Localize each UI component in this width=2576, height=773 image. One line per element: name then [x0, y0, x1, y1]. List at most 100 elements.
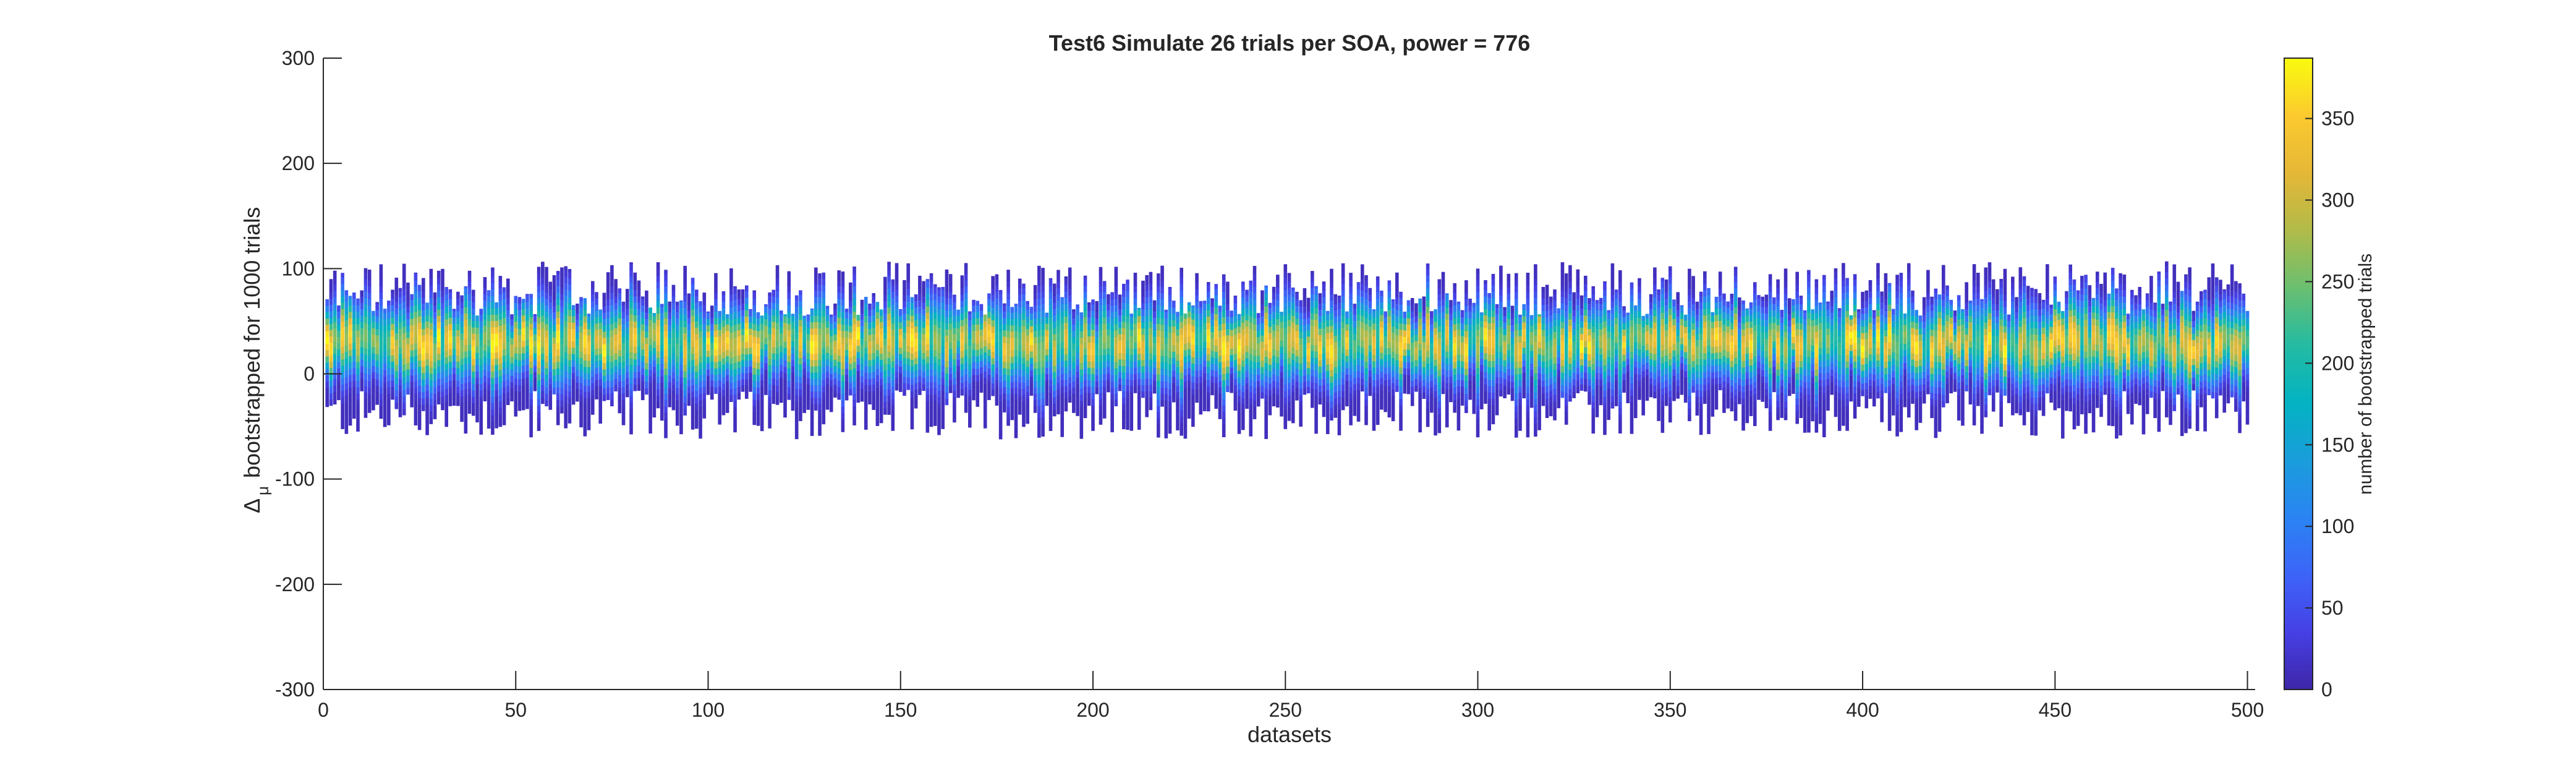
heatmap-cell — [695, 416, 699, 423]
heatmap-cell — [844, 387, 849, 395]
heatmap-cell — [1149, 277, 1153, 284]
heatmap-cell — [329, 279, 333, 286]
heatmap-cell — [960, 325, 964, 333]
heatmap-cell — [702, 374, 707, 381]
heatmap-cell — [1260, 391, 1264, 399]
heatmap-cell — [794, 388, 799, 395]
heatmap-cell — [567, 278, 572, 285]
heatmap-cell — [398, 315, 402, 323]
heatmap-cell — [1168, 408, 1172, 415]
heatmap-cell — [752, 298, 757, 305]
heatmap-cell — [1107, 354, 1110, 361]
heatmap-cell — [687, 304, 691, 312]
heatmap-cell — [1018, 319, 1022, 327]
heatmap-cell — [710, 393, 714, 400]
heatmap-cell — [883, 332, 887, 340]
heatmap-cell — [718, 374, 721, 381]
heatmap-cell — [737, 386, 741, 393]
heatmap-cell — [875, 343, 880, 351]
heatmap-cell — [1107, 310, 1110, 317]
heatmap-cell — [610, 343, 614, 350]
heatmap-cell — [710, 355, 714, 362]
heatmap-cell — [402, 402, 406, 409]
heatmap-cell — [537, 405, 541, 412]
heatmap-cell — [629, 333, 633, 340]
heatmap-cell — [583, 398, 587, 405]
heatmap-cell — [998, 407, 1003, 414]
heatmap-cell — [356, 362, 360, 369]
heatmap-cell — [471, 346, 475, 353]
heatmap-cell — [352, 317, 356, 324]
heatmap-cell — [375, 303, 379, 310]
heatmap-cell — [429, 404, 433, 412]
heatmap-cell — [1107, 360, 1110, 367]
heatmap-cell — [1083, 329, 1087, 336]
heatmap-cell — [1060, 329, 1065, 336]
heatmap-cell — [483, 344, 487, 351]
heatmap-cell — [991, 332, 995, 340]
heatmap-cell — [1037, 399, 1041, 406]
heatmap-cell — [1118, 327, 1122, 335]
heatmap-cell — [852, 317, 856, 325]
heatmap-cell — [898, 322, 903, 329]
heatmap-cell — [849, 344, 852, 352]
heatmap-cell — [425, 302, 429, 309]
heatmap-cell — [406, 343, 410, 351]
heatmap-cell — [1122, 378, 1126, 385]
heatmap-cell — [656, 288, 660, 295]
heatmap-cell — [602, 318, 606, 326]
heatmap-cell — [802, 318, 806, 325]
heatmap-cell — [779, 383, 783, 390]
heatmap-cell — [660, 369, 664, 377]
heatmap-cell — [860, 363, 864, 370]
heatmap-cell — [402, 270, 406, 276]
heatmap-cell — [595, 380, 598, 387]
heatmap-cell — [825, 305, 830, 309]
heatmap-cell — [768, 320, 772, 328]
heatmap-cell — [1183, 394, 1188, 401]
heatmap-cell — [1252, 381, 1257, 388]
heatmap-cell — [1010, 325, 1014, 332]
heatmap-cell — [529, 297, 533, 305]
heatmap-cell — [794, 426, 799, 433]
heatmap-cell — [606, 336, 610, 344]
heatmap-cell — [545, 386, 548, 394]
heatmap-cell — [348, 330, 352, 338]
heatmap-cell — [679, 383, 683, 390]
heatmap-cell — [1222, 279, 1226, 286]
heatmap-cell — [398, 290, 402, 297]
heatmap-cell — [806, 346, 810, 353]
heatmap-cell — [333, 322, 337, 329]
heatmap-cell — [614, 322, 618, 328]
heatmap-cell — [998, 312, 1003, 320]
heatmap-cell — [1237, 351, 1241, 359]
heatmap-cell — [1122, 422, 1126, 430]
heatmap-cell — [729, 301, 733, 307]
heatmap-cell — [595, 297, 598, 305]
heatmap-cell — [1068, 377, 1072, 384]
heatmap-cell — [1222, 374, 1226, 381]
heatmap-cell — [1195, 333, 1199, 340]
heatmap-cell — [1076, 340, 1079, 347]
heatmap-cell — [545, 374, 548, 382]
heatmap-cell — [533, 346, 537, 354]
heatmap-cell — [429, 278, 433, 286]
heatmap-cell — [356, 418, 360, 425]
plot-axes: 0 50 100 150 200 250 300 350 400 450 500 -300-200-… — [275, 47, 2264, 721]
heatmap-cell — [564, 308, 567, 315]
heatmap-cell — [441, 352, 444, 360]
heatmap-cell — [329, 279, 333, 280]
heatmap-cell — [1141, 309, 1145, 316]
heatmap-cell — [679, 377, 683, 384]
heatmap-cell — [972, 330, 976, 338]
heatmap-cell — [702, 330, 707, 337]
heatmap-cell — [633, 378, 637, 385]
heatmap-cell — [868, 347, 872, 354]
heatmap-cell — [841, 280, 845, 287]
heatmap-cell — [837, 304, 841, 312]
heatmap-cell — [1102, 380, 1107, 387]
heatmap-cell — [471, 352, 475, 359]
heatmap-cell — [545, 280, 548, 287]
heatmap-cell — [629, 295, 633, 302]
heatmap-cell — [968, 314, 972, 320]
